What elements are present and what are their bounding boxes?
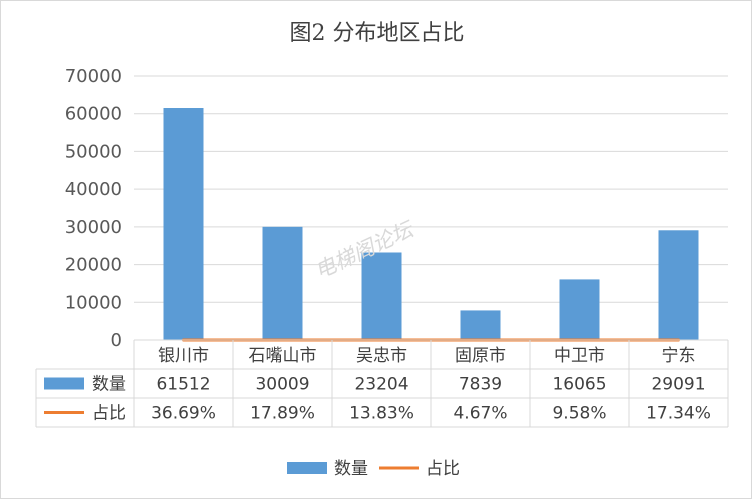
bar-5 [659,230,699,340]
y-tick-label-3: 30000 [65,217,122,238]
y-tick-label-1: 10000 [65,292,122,313]
y-tick-label-6: 60000 [65,104,122,125]
cell-1-0: 36.69% [151,404,216,424]
cell-1-3: 4.67% [453,404,507,424]
legend-label-1: 占比 [426,459,460,479]
category-label-0: 银川市 [158,346,209,366]
bar-0 [164,108,204,340]
category-label-3: 固原市 [455,346,506,366]
gridlines [134,76,728,302]
y-tick-label-2: 20000 [65,255,122,276]
bar-series [164,108,699,340]
cell-0-4: 16065 [552,375,606,395]
legend-label-0: 数量 [334,459,368,479]
table-key-0 [44,378,84,390]
cell-0-0: 61512 [156,375,210,395]
cell-1-2: 13.83% [349,404,414,424]
table-series-name-1: 占比 [92,404,126,424]
cell-1-1: 17.89% [250,404,315,424]
cell-0-1: 30009 [255,375,309,395]
y-axis-ticks: 0 10000 20000 30000 40000 50000 60000 70000 [65,66,122,351]
cell-1-5: 17.34% [646,404,711,424]
bar-4 [560,279,600,340]
category-label-5: 宁东 [662,346,696,366]
y-tick-label-7: 70000 [65,66,122,87]
legend-key-0 [287,462,327,474]
category-label-2: 吴忠市 [356,346,407,366]
bar-3 [461,310,501,340]
bar-1 [263,227,303,340]
cell-1-4: 9.58% [552,404,606,424]
legend: 数量 占比 [287,459,460,479]
bar-2 [362,252,402,340]
category-label-1: 石嘴山市 [249,346,317,366]
cell-0-3: 7839 [459,375,502,395]
y-tick-label-4: 40000 [65,179,122,200]
cell-0-5: 29091 [651,375,705,395]
y-tick-label-5: 50000 [65,141,122,162]
table-series-name-0: 数量 [92,375,126,395]
chart-title: 图2 分布地区占比 [290,21,465,46]
cell-0-2: 23204 [354,375,408,395]
y-tick-label-0: 0 [111,330,122,351]
category-label-4: 中卫市 [554,346,605,366]
